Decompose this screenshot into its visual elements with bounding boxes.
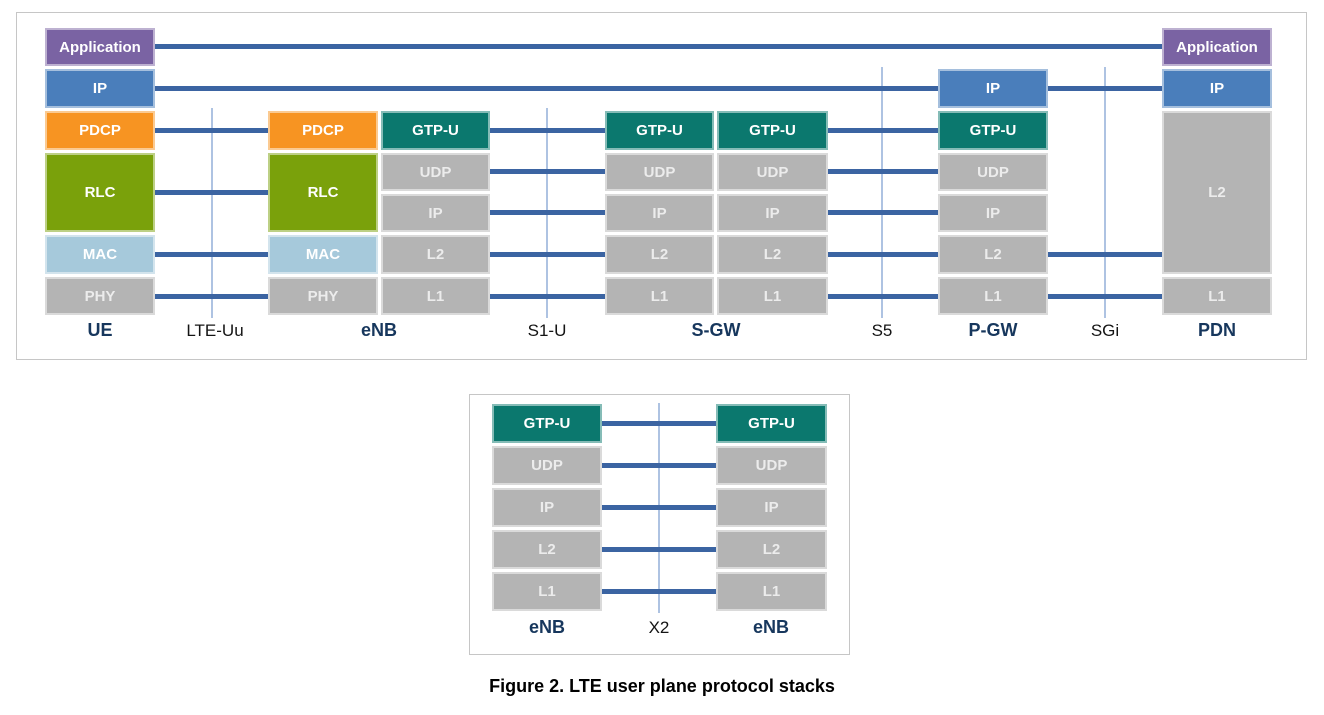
connector-x2-gtpu [602, 421, 716, 426]
connector-l1-pgw-pdn [1048, 294, 1162, 299]
ue-layer-mac: MAC [45, 235, 155, 274]
node-label-pgw: P-GW [968, 320, 1018, 340]
connector-gtpu-sgw-pgw [828, 128, 938, 133]
connector-ip-pgw-pdn [1048, 86, 1162, 91]
pgw-layer-l2: L2 [938, 235, 1048, 274]
figure-caption: Figure 2. LTE user plane protocol stacks [489, 676, 835, 696]
sgw-right-layer-udp: UDP [717, 153, 828, 191]
connector-ip-sgw-pgw [828, 210, 938, 215]
enb-layer-l2: L2 [381, 235, 490, 274]
sgw-right-layer-l1: L1 [717, 277, 828, 315]
interface-line-lte-uu [211, 108, 213, 318]
x2-enb-left-layer-ip: IP [492, 488, 602, 527]
enb-layer-mac: MAC [268, 235, 378, 274]
connector-x2-ip [602, 505, 716, 510]
interface-label-sgi: SGi [1090, 321, 1120, 340]
pdn-layer-ip: IP [1162, 69, 1272, 108]
x2-enb-left-layer-l2: L2 [492, 530, 602, 569]
connector-rlc [155, 190, 268, 195]
pgw-layer-ip-upper: IP [938, 69, 1048, 108]
enb-layer-l1: L1 [381, 277, 490, 315]
interface-label-s5: S5 [871, 321, 893, 340]
x2-node-label-enb-right: eNB [752, 617, 789, 637]
sgw-left-layer-gtpu: GTP-U [605, 111, 714, 150]
pdn-layer-l1: L1 [1162, 277, 1272, 315]
connector-ip-ue-pgw [155, 86, 938, 91]
connector-x2-udp [602, 463, 716, 468]
sgw-right-layer-gtpu: GTP-U [717, 111, 828, 150]
connector-l2-sgw-pgw [828, 252, 938, 257]
connector-l1-sgw-pgw [828, 294, 938, 299]
sgw-left-layer-ip: IP [605, 194, 714, 232]
connector-mac [155, 252, 268, 257]
connector-l2-pgw-pdn [1048, 252, 1162, 257]
x2-enb-right-layer-l1: L1 [716, 572, 827, 611]
connector-l2-enb-sgw [490, 252, 605, 257]
connector-phy [155, 294, 268, 299]
x2-enb-left-layer-l1: L1 [492, 572, 602, 611]
pgw-layer-l1: L1 [938, 277, 1048, 315]
ue-layer-ip: IP [45, 69, 155, 108]
sgw-left-layer-udp: UDP [605, 153, 714, 191]
node-label-enb: eNB [360, 320, 397, 340]
interface-label-x2: X2 [648, 618, 670, 637]
node-label-pdn: PDN [1197, 320, 1236, 340]
x2-enb-right-layer-udp: UDP [716, 446, 827, 485]
enb-layer-ip: IP [381, 194, 490, 232]
enb-layer-rlc: RLC [268, 153, 378, 232]
sgw-right-layer-ip: IP [717, 194, 828, 232]
sgw-left-layer-l1: L1 [605, 277, 714, 315]
pgw-layer-udp: UDP [938, 153, 1048, 191]
connector-x2-l2 [602, 547, 716, 552]
x2-diagram-frame [469, 394, 850, 655]
interface-line-sgi [1104, 67, 1106, 318]
enb-layer-pdcp: PDCP [268, 111, 378, 150]
sgw-left-layer-l2: L2 [605, 235, 714, 274]
interface-label-lte-uu: LTE-Uu [186, 321, 244, 340]
x2-node-label-enb-left: eNB [528, 617, 565, 637]
node-label-sgw: S-GW [691, 320, 741, 340]
connector-application [155, 44, 1162, 49]
connector-pdcp [155, 128, 268, 133]
pdn-layer-application: Application [1162, 28, 1272, 66]
connector-ip-enb-sgw [490, 210, 605, 215]
connector-x2-l1 [602, 589, 716, 594]
interface-line-s5 [881, 67, 883, 318]
enb-layer-gtpu: GTP-U [381, 111, 490, 150]
pgw-layer-ip: IP [938, 194, 1048, 232]
x2-enb-left-layer-gtpu: GTP-U [492, 404, 602, 443]
x2-enb-left-layer-udp: UDP [492, 446, 602, 485]
node-label-ue: UE [87, 320, 113, 340]
connector-gtpu-enb-sgw [490, 128, 605, 133]
connector-udp-sgw-pgw [828, 169, 938, 174]
interface-label-s1-u: S1-U [527, 321, 567, 340]
x2-enb-right-layer-gtpu: GTP-U [716, 404, 827, 443]
connector-udp-enb-sgw [490, 169, 605, 174]
ue-layer-pdcp: PDCP [45, 111, 155, 150]
x2-enb-right-layer-ip: IP [716, 488, 827, 527]
enb-layer-phy: PHY [268, 277, 378, 315]
ue-layer-application: Application [45, 28, 155, 66]
pdn-layer-l2: L2 [1162, 111, 1272, 274]
ue-layer-phy: PHY [45, 277, 155, 315]
ue-layer-rlc: RLC [45, 153, 155, 232]
sgw-right-layer-l2: L2 [717, 235, 828, 274]
pgw-layer-gtpu: GTP-U [938, 111, 1048, 150]
enb-layer-udp: UDP [381, 153, 490, 191]
top-diagram-frame [16, 12, 1307, 360]
connector-l1-enb-sgw [490, 294, 605, 299]
x2-enb-right-layer-l2: L2 [716, 530, 827, 569]
